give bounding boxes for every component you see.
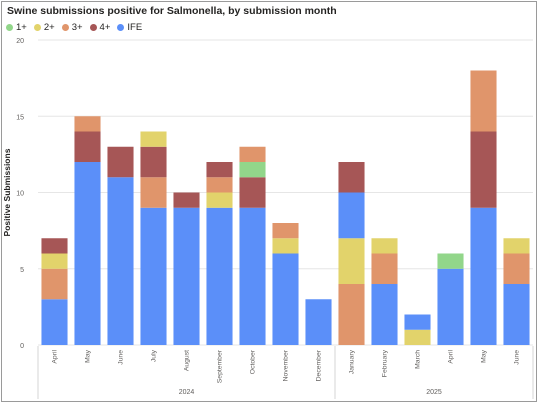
- bar-segment: [470, 131, 497, 208]
- bar-segment: [74, 131, 101, 162]
- legend-item[interactable]: 1+: [6, 22, 27, 33]
- bar-segment: [338, 192, 365, 239]
- bar-segment: [437, 268, 464, 345]
- bar-segment: [140, 131, 167, 147]
- x-group-label: 2025: [426, 389, 442, 396]
- y-tick-label: 5: [20, 267, 24, 274]
- x-tick-label: July: [151, 349, 158, 362]
- bar-segment: [140, 207, 167, 345]
- bar-segment: [371, 238, 398, 254]
- bar-segment: [239, 177, 266, 208]
- bar-segment: [470, 70, 497, 132]
- bar-segment: [371, 253, 398, 284]
- bar-segment: [206, 192, 233, 208]
- legend-marker: [89, 24, 97, 31]
- x-tick-label: May: [85, 349, 92, 362]
- legend-label: 4+: [99, 22, 111, 33]
- bar-segment: [107, 177, 134, 345]
- x-tick-label: February: [382, 349, 389, 377]
- legend-marker: [61, 24, 69, 31]
- x-tick-label: August: [184, 350, 191, 371]
- bar-segment: [206, 162, 233, 178]
- bar-segment: [503, 238, 530, 254]
- bar-segment: [173, 207, 200, 345]
- legend-item[interactable]: IFE: [117, 22, 142, 33]
- bar-segment: [41, 253, 68, 269]
- x-tick-label: March: [415, 350, 422, 369]
- bar-segment: [41, 238, 68, 254]
- bar-segment: [272, 253, 299, 345]
- chart-legend: 1+ 2+ 3+ 4+ IFE: [6, 22, 149, 33]
- bar-segment: [41, 268, 68, 300]
- bar-segment: [272, 223, 299, 239]
- y-axis-label: Positive Submissions: [2, 148, 12, 236]
- bar-segment: [338, 238, 365, 284]
- bar-segment: [140, 177, 167, 208]
- bar-segment: [404, 329, 431, 345]
- legend-item[interactable]: 2+: [33, 22, 55, 33]
- bar-segment: [272, 238, 299, 254]
- x-tick-label: June: [514, 350, 521, 365]
- bar-segment: [371, 284, 398, 345]
- legend-marker: [6, 24, 13, 31]
- y-tick-label: 15: [16, 114, 24, 121]
- bar-segment: [239, 207, 266, 345]
- bar-segment: [74, 116, 101, 132]
- bar-segment: [338, 284, 365, 345]
- legend-label: IFE: [127, 22, 143, 33]
- bar-segment: [305, 299, 332, 345]
- x-tick-label: December: [316, 349, 323, 381]
- legend-marker: [117, 24, 125, 31]
- x-tick-label: April: [52, 350, 59, 364]
- y-tick-label: 20: [16, 38, 24, 45]
- bar-segment: [140, 146, 167, 178]
- bar-segment: [503, 253, 530, 284]
- x-tick-label: November: [283, 349, 290, 381]
- x-tick-label: October: [250, 349, 257, 374]
- legend-label: 1+: [16, 22, 27, 33]
- x-tick-label: May: [481, 349, 488, 362]
- bar-segment: [41, 299, 68, 345]
- legend-item[interactable]: 4+: [89, 22, 111, 33]
- bar-segment: [470, 207, 497, 345]
- legend-label: 3+: [71, 22, 83, 33]
- x-tick-label: June: [118, 350, 125, 365]
- legend-item[interactable]: 3+: [61, 22, 83, 33]
- bar-segment: [107, 146, 134, 178]
- legend-marker: [33, 24, 41, 31]
- bar-segment: [338, 162, 365, 193]
- bar-segment: [239, 146, 266, 162]
- bar-segment: [206, 177, 233, 193]
- bar-segment: [437, 253, 464, 269]
- y-tick-label: 0: [20, 343, 24, 350]
- x-group-label: 2024: [179, 389, 195, 396]
- y-tick-label: 10: [16, 191, 24, 198]
- bar-segment: [239, 162, 266, 178]
- bar-segment: [503, 284, 530, 345]
- bar-segment: [74, 162, 101, 345]
- x-tick-label: April: [448, 350, 455, 364]
- legend-label: 2+: [43, 22, 55, 33]
- chart-title: Swine submissions positive for Salmonell…: [7, 5, 337, 17]
- bar-segment: [173, 192, 200, 208]
- bar-segment: [206, 207, 233, 345]
- x-tick-label: September: [217, 349, 224, 383]
- x-tick-label: January: [349, 349, 356, 374]
- bar-segment: [404, 314, 431, 330]
